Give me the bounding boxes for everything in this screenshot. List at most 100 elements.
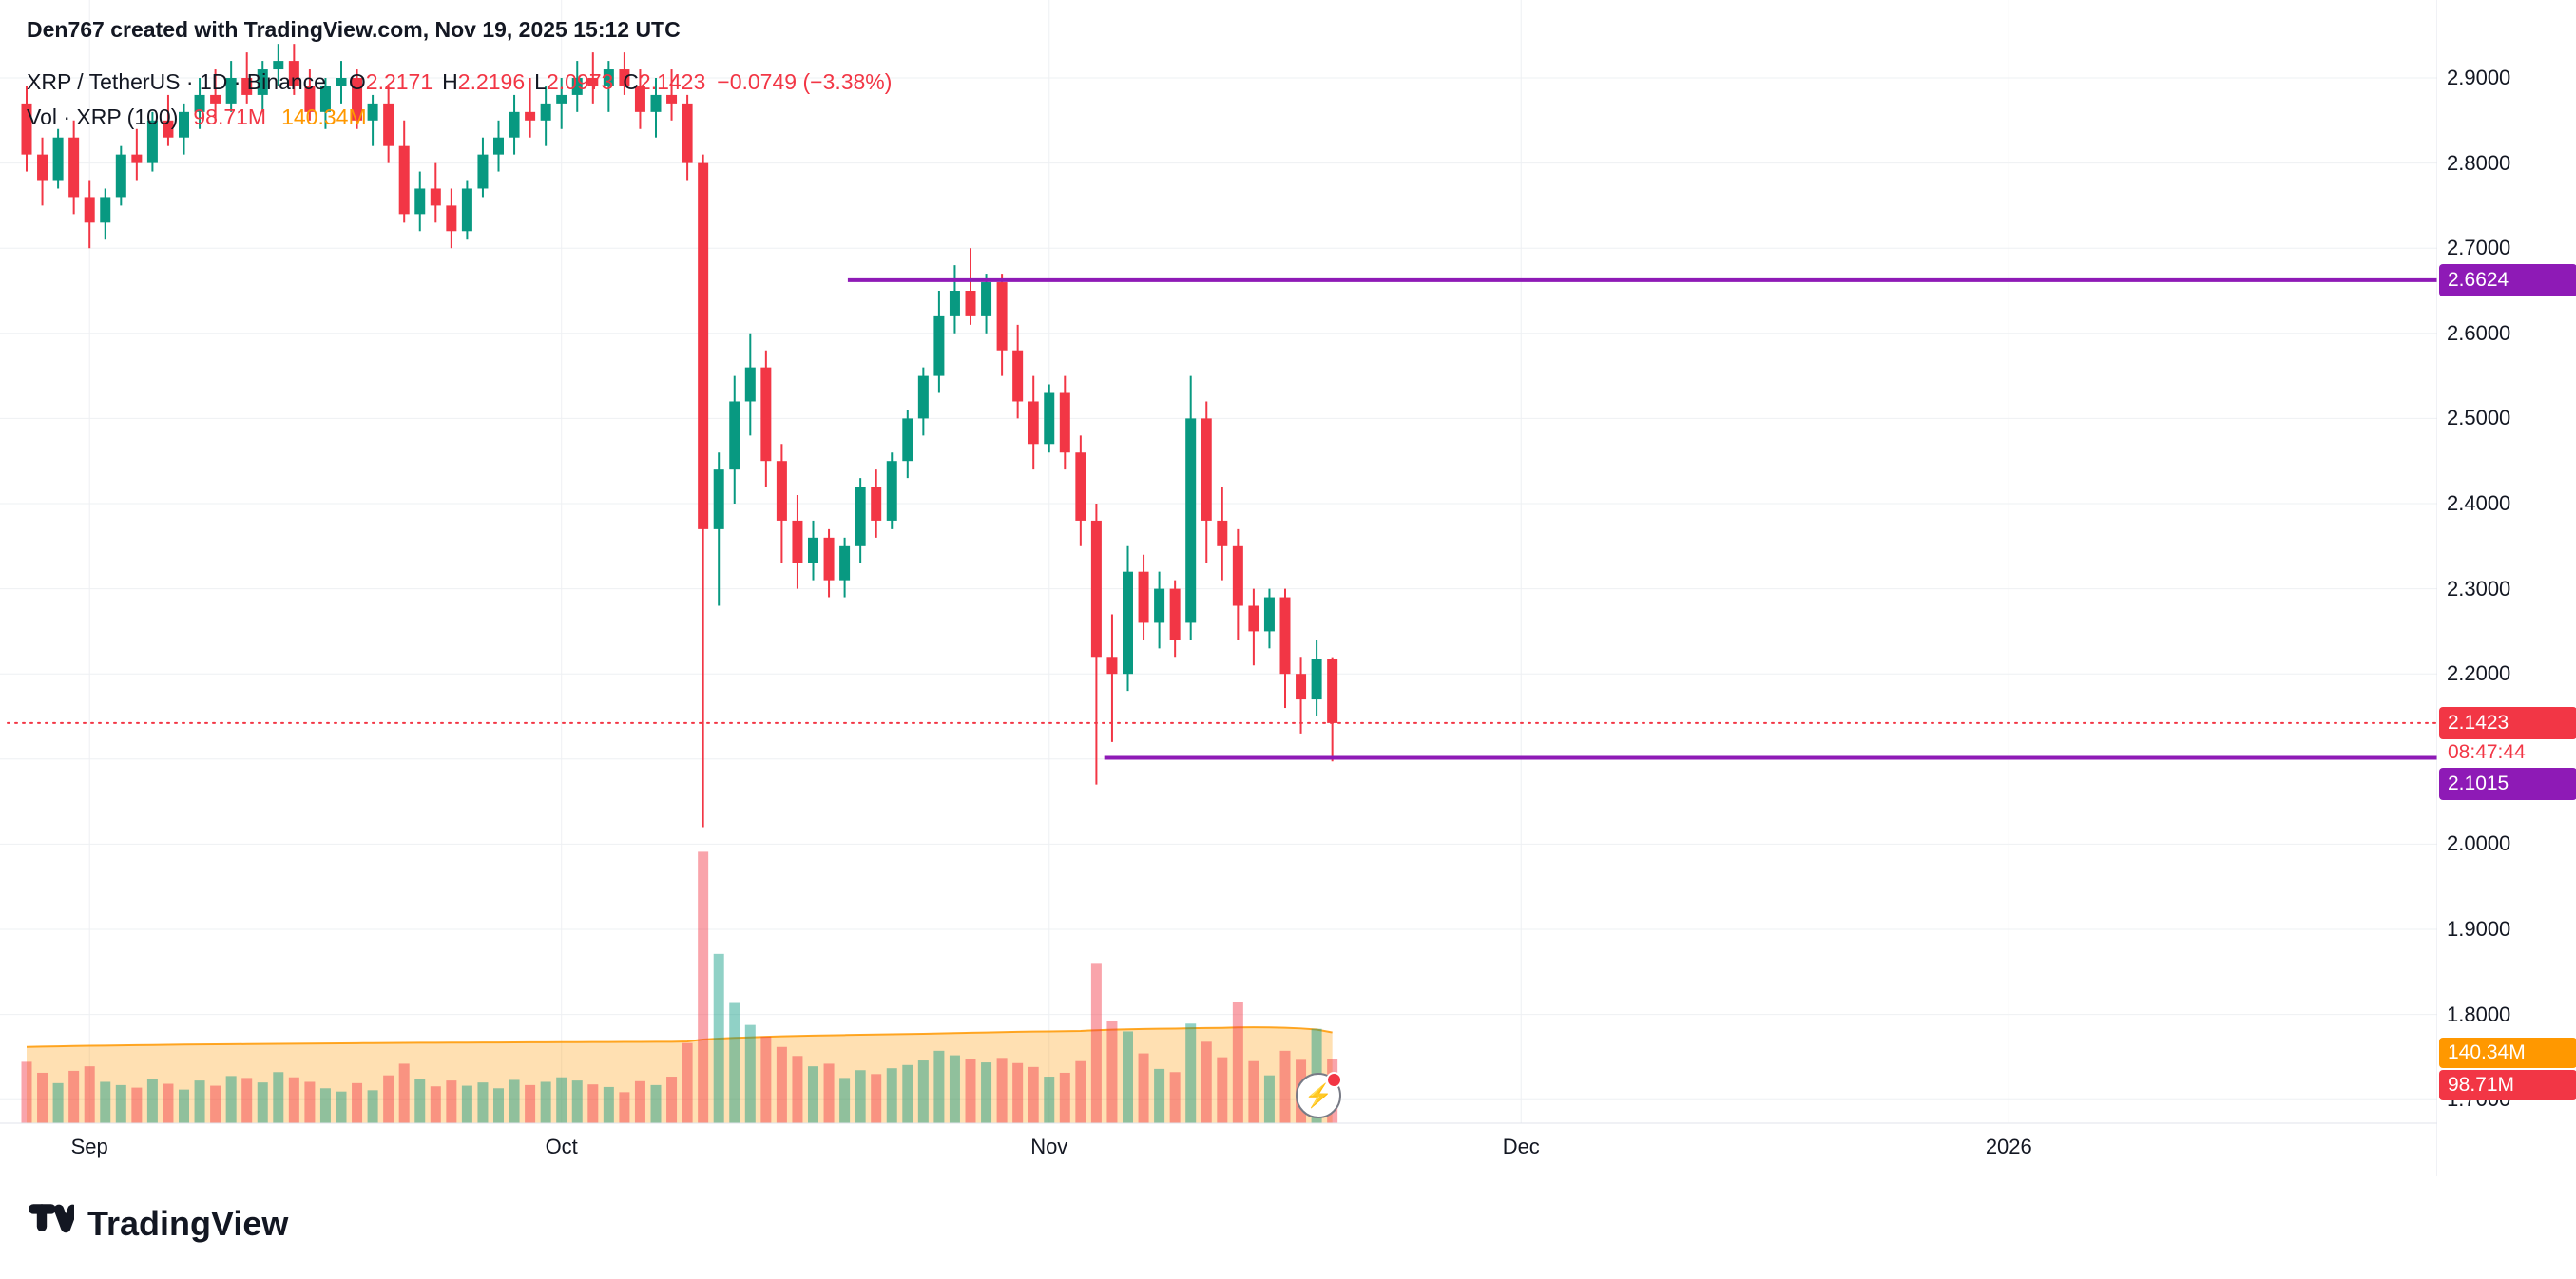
time-axis[interactable]: Sep Oct Nov Dec 2026 (0, 1123, 2437, 1176)
candle-body (981, 282, 992, 316)
candle-body (525, 111, 536, 121)
candle-body (84, 197, 95, 223)
candle-body (21, 103, 32, 155)
candle-body (1106, 657, 1118, 675)
volume-bar (996, 1058, 1008, 1123)
candle-body (1044, 392, 1055, 445)
open-value: 2.2171 (365, 69, 433, 94)
volume-bar (1138, 1053, 1149, 1123)
price-axis[interactable]: 2.6624 2.1423 08:47:44 2.1015 140.34M 98… (2437, 0, 2576, 1176)
candle-body (163, 120, 174, 138)
volume-bar (210, 1085, 221, 1123)
candle-body (1090, 520, 1102, 658)
volume-bar (225, 1076, 237, 1123)
volume-ma-badge: 140.34M (2439, 1038, 2576, 1068)
volume-bar (1028, 1066, 1039, 1123)
volume-bar (587, 1084, 599, 1123)
candle-body (965, 291, 976, 316)
candle-body (1232, 545, 1243, 606)
volume-bar (100, 1081, 111, 1123)
candle-body (352, 78, 363, 121)
lightning-icon: ⚡ (1304, 1082, 1333, 1109)
volume-bar (414, 1079, 426, 1123)
volume-bar (446, 1080, 457, 1123)
symbol-title[interactable]: XRP / TetherUS · 1D · Binance (27, 69, 326, 94)
resistance-price-badge: 2.6624 (2439, 264, 2576, 296)
volume-bar (131, 1087, 143, 1123)
candle-body (571, 78, 583, 95)
volume-bar (965, 1059, 976, 1123)
high-label: H (442, 69, 458, 94)
tradingview-footer[interactable]: TradingView (29, 1203, 288, 1245)
volume-ma-area (27, 1027, 1333, 1123)
candle-body (477, 154, 489, 189)
close-label: C (623, 69, 639, 94)
candle-body (194, 94, 205, 112)
volume-bar (37, 1072, 48, 1123)
candle-body (319, 86, 331, 112)
volume-bar (1044, 1077, 1055, 1123)
volume-bar (603, 1086, 614, 1123)
volume-bar (902, 1064, 913, 1123)
candle-body (682, 103, 693, 163)
volume-bar (493, 1088, 504, 1123)
candle-body (131, 154, 143, 163)
volume-bar (855, 1070, 866, 1123)
volume-bar (430, 1086, 441, 1123)
candle-body (996, 282, 1008, 351)
candle-body (603, 69, 614, 86)
candle-body (1217, 520, 1228, 546)
volume-bar (1263, 1075, 1275, 1123)
attribution-text: Den767 created with TradingView.com, Nov… (27, 17, 681, 42)
candle-body (1059, 392, 1070, 453)
price-axis-label: 2.7000 (2447, 236, 2511, 260)
volume-bar (729, 1002, 740, 1123)
volume-bar (571, 1080, 583, 1123)
candle-body (698, 162, 709, 529)
candle-body (304, 86, 316, 112)
symbol-legend-row[interactable]: XRP / TetherUS · 1D · Binance O2.2171 H2.2… (27, 65, 892, 100)
price-axis-label: 2.3000 (2447, 576, 2511, 601)
volume-bar (540, 1081, 551, 1123)
price-axis-label: 2.5000 (2447, 406, 2511, 430)
candle-body (37, 154, 48, 181)
candle-body (760, 367, 772, 462)
candle-body (587, 78, 599, 86)
candle-body (100, 197, 111, 223)
open-label: O (348, 69, 366, 94)
candle-body (446, 205, 457, 232)
candle-body (1201, 418, 1212, 521)
flash-event-marker[interactable]: ⚡ (1296, 1072, 1342, 1118)
price-axis-label: 1.9000 (2447, 917, 2511, 941)
volume-legend-row[interactable]: Vol · XRP (100) 98.71M 140.34M (27, 100, 892, 135)
price-axis-label: 2.8000 (2447, 150, 2511, 175)
volume-bar (241, 1078, 253, 1123)
candle-body (273, 61, 284, 70)
volume-bar (1232, 1002, 1243, 1123)
volume-current-value: 98.71M (193, 105, 267, 129)
close-value: 2.1423 (638, 69, 706, 94)
candle-body (823, 537, 835, 581)
candle-body (509, 111, 520, 138)
time-axis-label: Nov (1030, 1135, 1068, 1158)
candle-body (776, 461, 787, 521)
candle-body (1311, 659, 1322, 700)
volume-indicator-title[interactable]: Vol · XRP (100) (27, 105, 179, 129)
volume-bar (115, 1084, 126, 1123)
candle-body (414, 188, 426, 215)
candle-body (886, 461, 897, 521)
time-axis-label: Sep (70, 1135, 108, 1158)
price-axis-label: 2.9000 (2447, 66, 2511, 89)
volume-bar (477, 1082, 489, 1123)
volume-bar (461, 1085, 472, 1123)
tradingview-wordmark: TradingView (87, 1204, 289, 1243)
volume-bar (352, 1082, 363, 1123)
low-value: 2.0973 (546, 69, 614, 94)
candle-body (634, 86, 645, 112)
volume-bar (556, 1077, 567, 1123)
volume-bar (713, 953, 724, 1123)
candle-body (1185, 418, 1197, 623)
price-axis-label: 2.2000 (2447, 661, 2511, 686)
candle-body (288, 61, 299, 86)
